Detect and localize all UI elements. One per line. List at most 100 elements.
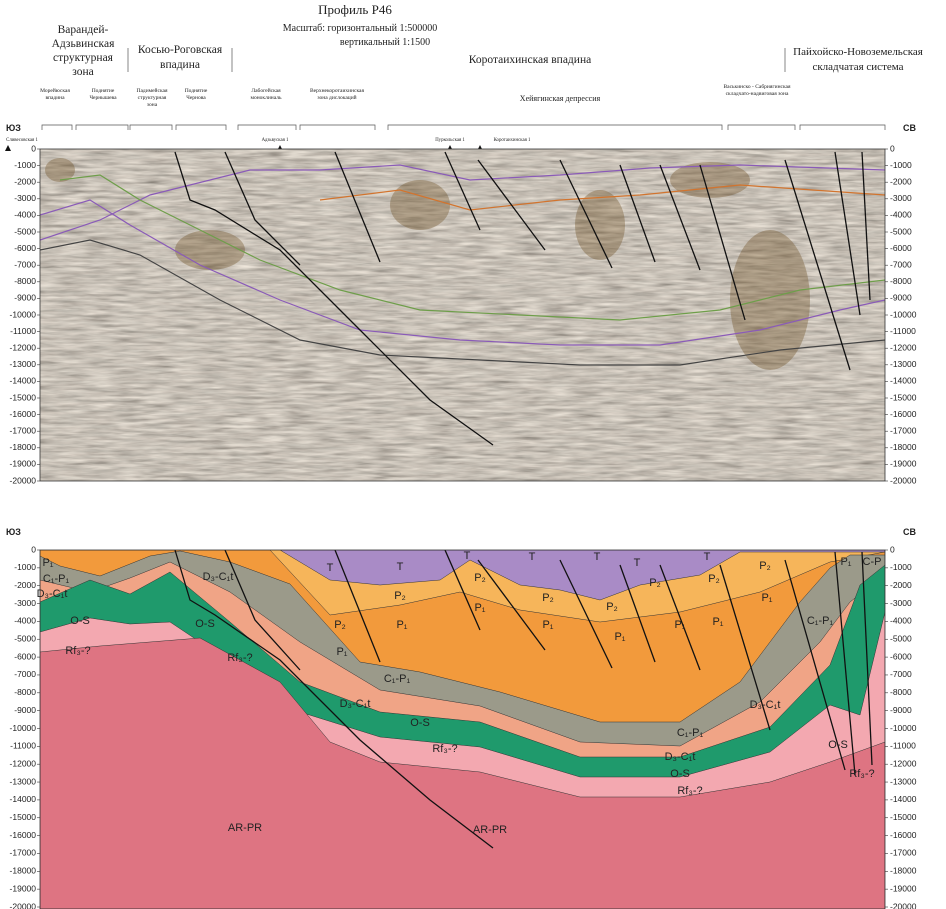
depth-label: -16000 (890, 830, 917, 840)
depth-label: -18000 (10, 442, 37, 452)
region-label: Варандей- (58, 24, 109, 36)
unit-label: P₁ (840, 556, 851, 568)
depth-label: -16000 (10, 409, 37, 419)
scale-line: вертикальный 1:1500 (340, 37, 430, 48)
depth-label: -8000 (14, 276, 36, 286)
subregion-label: структурная (138, 95, 167, 101)
depth-label: -13000 (10, 359, 37, 369)
depth-label: -15000 (10, 392, 37, 402)
depth-label: -17000 (890, 848, 917, 858)
depth-label: -10000 (10, 309, 37, 319)
unit-label: O-S (410, 717, 430, 729)
subregion-label: моноклиналь (251, 95, 282, 101)
depth-label: 0 (31, 544, 36, 554)
depth-label: -19000 (890, 459, 917, 469)
depth-label: -11000 (890, 326, 916, 336)
subregion-label: впадина (45, 95, 65, 101)
region-label: впадина (160, 59, 200, 71)
unit-label: C₁-P₁ (677, 727, 704, 739)
depth-label: -8000 (890, 687, 912, 697)
depth-label: -8000 (890, 276, 912, 286)
unit-label: T (327, 562, 334, 574)
subregion-label: зона (147, 102, 158, 108)
depth-label: -20000 (10, 475, 37, 485)
depth-label: -20000 (10, 901, 37, 909)
subregion-label: Васькинско - Сабриягинская (723, 83, 791, 90)
depth-label: -4000 (890, 210, 912, 220)
well-label: Коротаихинская 1 (494, 138, 531, 143)
depth-label: -4000 (14, 616, 36, 626)
depth-label: -11000 (890, 741, 916, 751)
subregion-label: Верхнекоротаихинская (310, 88, 365, 94)
depth-label: -12000 (890, 758, 917, 768)
depth-label: -15000 (890, 812, 917, 822)
unit-label: P₁ (761, 592, 772, 604)
unit-label: P₂ (606, 601, 618, 613)
depth-label: -6000 (890, 243, 912, 253)
depth-label: -13000 (890, 359, 917, 369)
depth-label: 0 (890, 544, 895, 554)
unit-label: T (594, 551, 601, 563)
unit-label: C-P (863, 556, 882, 568)
unit-label: T (704, 551, 711, 563)
depth-label: -4000 (890, 616, 912, 626)
region-label: Пайхойско-Новоземельская (793, 46, 923, 58)
unit-label: P₂ (708, 573, 720, 585)
unit-label: O-S (70, 615, 90, 627)
unit-label: P₂ (334, 619, 346, 631)
depth-label: -2000 (14, 176, 36, 186)
depth-label: -18000 (890, 442, 917, 452)
seismic-section (40, 149, 885, 481)
orientation-label: ЮЗ (6, 123, 21, 133)
unit-label: T (529, 551, 536, 563)
depth-label: -13000 (890, 776, 917, 786)
unit-label: P₂ (759, 560, 771, 572)
unit-label: C₁-P₁ (43, 573, 70, 585)
subregion-label: Хейягинская депрессия (520, 94, 601, 103)
depth-label: -11000 (10, 326, 36, 336)
unit-label: P₁ (474, 602, 485, 614)
region-label: Коротаихинская впадина (469, 54, 591, 66)
well-label: Сливесовская 1 (6, 138, 38, 143)
depth-label: -7000 (890, 259, 912, 269)
well-marker (5, 145, 11, 151)
subregion-label: Поднятие (185, 88, 208, 94)
depth-label: 0 (890, 143, 895, 153)
depth-label: -5000 (890, 634, 912, 644)
depth-label: -9000 (14, 293, 36, 303)
depth-label: 0 (31, 143, 36, 153)
title: Профиль Р46 (318, 2, 392, 17)
depth-label: -1000 (14, 562, 36, 572)
orientation-label: СВ (903, 123, 916, 133)
depth-label: -3000 (14, 598, 36, 608)
depth-label: -6000 (890, 651, 912, 661)
unit-label: P₂ (394, 590, 406, 602)
depth-label: -12000 (890, 342, 917, 352)
depth-label: -15000 (890, 392, 917, 402)
unit-label: T (464, 550, 471, 562)
unit-label: P₂ (649, 577, 661, 589)
depth-label: -3000 (890, 598, 912, 608)
depth-label: -11000 (10, 741, 36, 751)
unit-label: P₁ (336, 646, 347, 658)
depth-label: -16000 (890, 409, 917, 419)
depth-label: -1000 (890, 160, 912, 170)
depth-label: -14000 (890, 376, 917, 386)
subregion-label: Падимейская (136, 87, 167, 94)
subregion-label: зона дислокаций (317, 94, 356, 101)
unit-label: P₂ (542, 592, 554, 604)
unit-label: O-S (828, 739, 848, 751)
unit-label: Rf₃-? (677, 785, 702, 797)
unit-label: P₁ (712, 616, 723, 628)
depth-label: -6000 (14, 243, 36, 253)
geological-section (40, 550, 885, 909)
region-label: зона (72, 66, 93, 78)
depth-label: -9000 (890, 705, 912, 715)
subregion-label: Морейюская (40, 87, 70, 94)
depth-label: -8000 (14, 687, 36, 697)
depth-label: -18000 (10, 866, 37, 876)
unit-label: P₁ (396, 619, 407, 631)
depth-label: -20000 (890, 475, 917, 485)
depth-label: -3000 (890, 193, 912, 203)
unit-label: AR-PR (473, 824, 507, 836)
